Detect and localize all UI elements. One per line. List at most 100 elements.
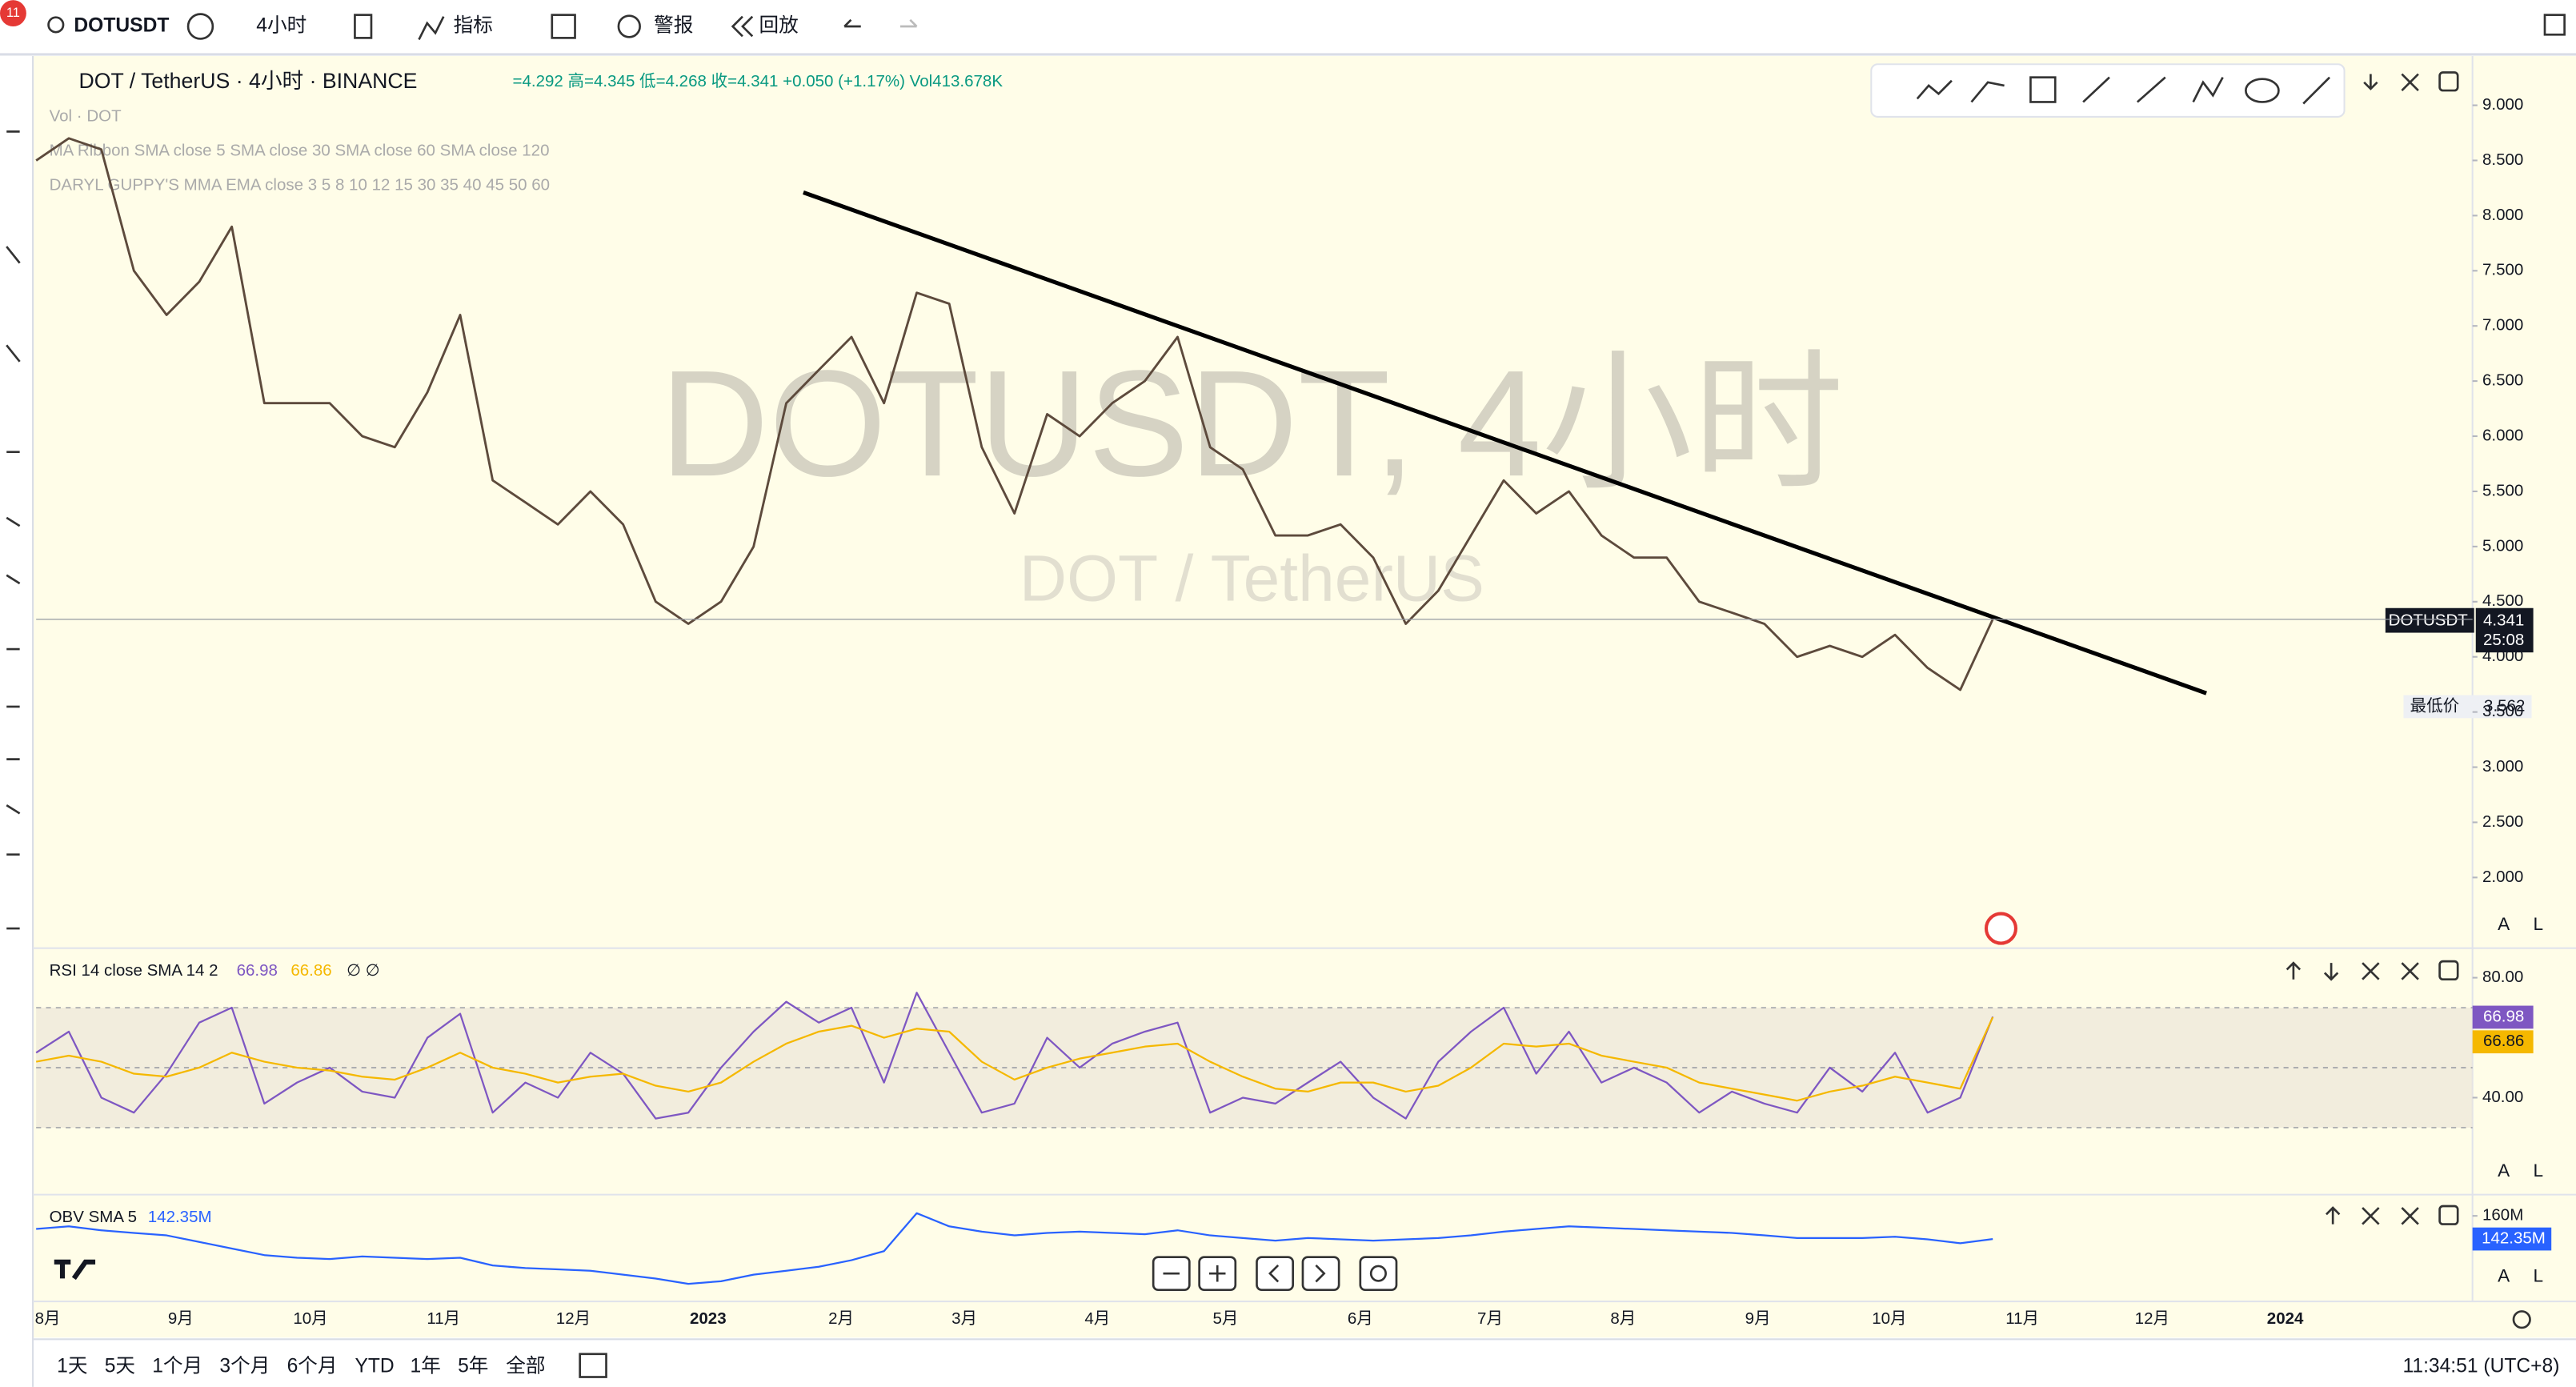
rsi-tag [2472, 1030, 2534, 1054]
x-tick-label: 5月 [1213, 1309, 1239, 1328]
navigation[interactable] [1152, 1256, 1398, 1292]
indicator-label[interactable]: Vol · DOT [50, 106, 122, 125]
range-button[interactable]: 全部 [506, 1355, 545, 1377]
price-tag-text: 4.341 [2483, 611, 2524, 630]
replay[interactable]: 回放 [759, 14, 798, 37]
rsi-extra: ∅ ∅ [347, 961, 379, 980]
trend-line[interactable] [803, 190, 2207, 696]
chart-type[interactable] [354, 14, 373, 39]
clock: 11:34:51 (UTC+8) [2403, 1356, 2560, 1377]
watermark-subtitle: DOT / TetherUS [1020, 543, 1484, 615]
x-tick-label: 7月 [1477, 1309, 1503, 1328]
pane-button[interactable]: A [2498, 1161, 2510, 1181]
low-tag [2403, 695, 2532, 719]
indicator-label[interactable]: DARYL GUPPY'S MMA EMA close 3 5 8 10 12 … [50, 176, 550, 194]
y-tick-label: 9.000 [2482, 95, 2523, 114]
y-tick-label: 6.000 [2482, 426, 2523, 444]
legend-title: DOT / TetherUS · 4小时 · BINANCE [79, 69, 418, 93]
alert-icon[interactable] [617, 14, 641, 38]
price-tag [2475, 607, 2534, 653]
event-flag[interactable] [1984, 912, 2018, 945]
search-icon[interactable] [47, 16, 65, 34]
symbol[interactable]: DOTUSDT [74, 15, 169, 37]
pane-controls[interactable] [2286, 71, 2459, 1225]
redo[interactable] [900, 18, 918, 28]
obv-value: 142.35M [148, 1208, 212, 1226]
range-button[interactable]: 1天 [57, 1356, 87, 1377]
range-button[interactable]: 1年 [411, 1355, 441, 1377]
drawing-toolbar-icons[interactable] [1916, 76, 2331, 105]
y-tick-label: 6.500 [2482, 371, 2523, 390]
badge-count: 11 [6, 6, 20, 20]
y-tick-label: 4.500 [2482, 591, 2523, 610]
x-tick-label: 4月 [1084, 1309, 1110, 1328]
x-tick-label: 6月 [1348, 1309, 1373, 1328]
pane-button[interactable]: L [2534, 1161, 2544, 1181]
add-symbol[interactable] [186, 13, 214, 40]
pane-button[interactable]: L [2534, 914, 2544, 934]
indicators[interactable]: 指标 [454, 14, 493, 37]
rsi-tag [2472, 1005, 2534, 1029]
date-range[interactable] [579, 1353, 607, 1378]
rsi-tag-text: 66.98 [2483, 1007, 2524, 1025]
y-tick-label: 40.00 [2482, 1088, 2523, 1106]
y-tick-label: 2.000 [2482, 868, 2523, 886]
undo[interactable] [843, 18, 861, 28]
y-tick-label: 7.500 [2482, 261, 2523, 279]
pane-button[interactable]: L [2534, 1265, 2544, 1285]
replay-icon[interactable] [731, 15, 754, 38]
obv-tag [2472, 1227, 2552, 1251]
symbol-tag-text: DOTUSDT [2389, 611, 2469, 630]
drawing-toolbar [1870, 63, 2346, 118]
x-tick-label: 8月 [1610, 1309, 1636, 1328]
obv-tag-text: 142.35M [2482, 1229, 2546, 1247]
y-tick-label: 2.500 [2482, 812, 2523, 831]
left-toolbar [0, 55, 34, 1387]
y-tick-label: 3.500 [2482, 702, 2523, 720]
x-tick-label: 10月 [293, 1309, 327, 1328]
y-tick-label: 3.000 [2482, 757, 2523, 776]
drawing-tools[interactable] [6, 130, 21, 930]
range-button[interactable]: 5年 [458, 1355, 488, 1377]
range-button[interactable]: 5天 [105, 1356, 135, 1377]
x-tick-label: 12月 [2135, 1309, 2169, 1328]
pane-button[interactable]: A [2498, 914, 2510, 934]
x-tick-label: 2月 [828, 1309, 854, 1328]
series-line [36, 1212, 1993, 1285]
logo[interactable] [54, 1259, 96, 1281]
pane-button[interactable]: A [2498, 1265, 2510, 1285]
y-tick-label: 7.000 [2482, 316, 2523, 335]
obv-title: OBV SMA 5 [50, 1208, 137, 1226]
range-button[interactable]: YTD [355, 1356, 394, 1377]
fullscreen[interactable] [2543, 14, 2566, 36]
countdown: 25:08 [2483, 631, 2524, 649]
indicators-icon[interactable] [418, 16, 445, 41]
rsi-title: RSI 14 close SMA 14 2 [50, 961, 218, 980]
series-line [35, 992, 1994, 1120]
symbol-tag [2385, 607, 2474, 633]
x-tick-label: 2023 [690, 1309, 727, 1328]
chart-background [33, 55, 2576, 1338]
x-tick-label: 10月 [1872, 1309, 1906, 1328]
badge [0, 0, 26, 27]
y-tick-label: 8.500 [2482, 150, 2523, 169]
interval[interactable]: 4小时 [256, 14, 306, 37]
alerts[interactable]: 警报 [654, 14, 693, 37]
layouts[interactable] [551, 14, 576, 39]
range-button[interactable]: 1个月 [152, 1356, 202, 1377]
rsi-legend-value: 66.98 [237, 961, 278, 980]
low-value: 3.562 [2484, 696, 2525, 715]
range-button[interactable]: 6个月 [287, 1356, 338, 1377]
y-tick-label: 5.500 [2482, 481, 2523, 499]
settings[interactable] [2512, 1310, 2531, 1329]
y-tick-label: 4.000 [2482, 647, 2523, 665]
indicator-label[interactable]: MA Ribbon SMA close 5 SMA close 30 SMA c… [50, 141, 550, 159]
rsi-tag-text: 66.86 [2483, 1032, 2524, 1050]
x-tick-label: 11月 [427, 1309, 460, 1328]
range-button[interactable]: 3个月 [219, 1356, 270, 1377]
low-label: 最低价 [2410, 696, 2460, 715]
x-tick-label: 2024 [2267, 1309, 2304, 1328]
y-tick-label: 8.000 [2482, 206, 2523, 224]
x-tick-label: 11月 [2005, 1309, 2039, 1328]
